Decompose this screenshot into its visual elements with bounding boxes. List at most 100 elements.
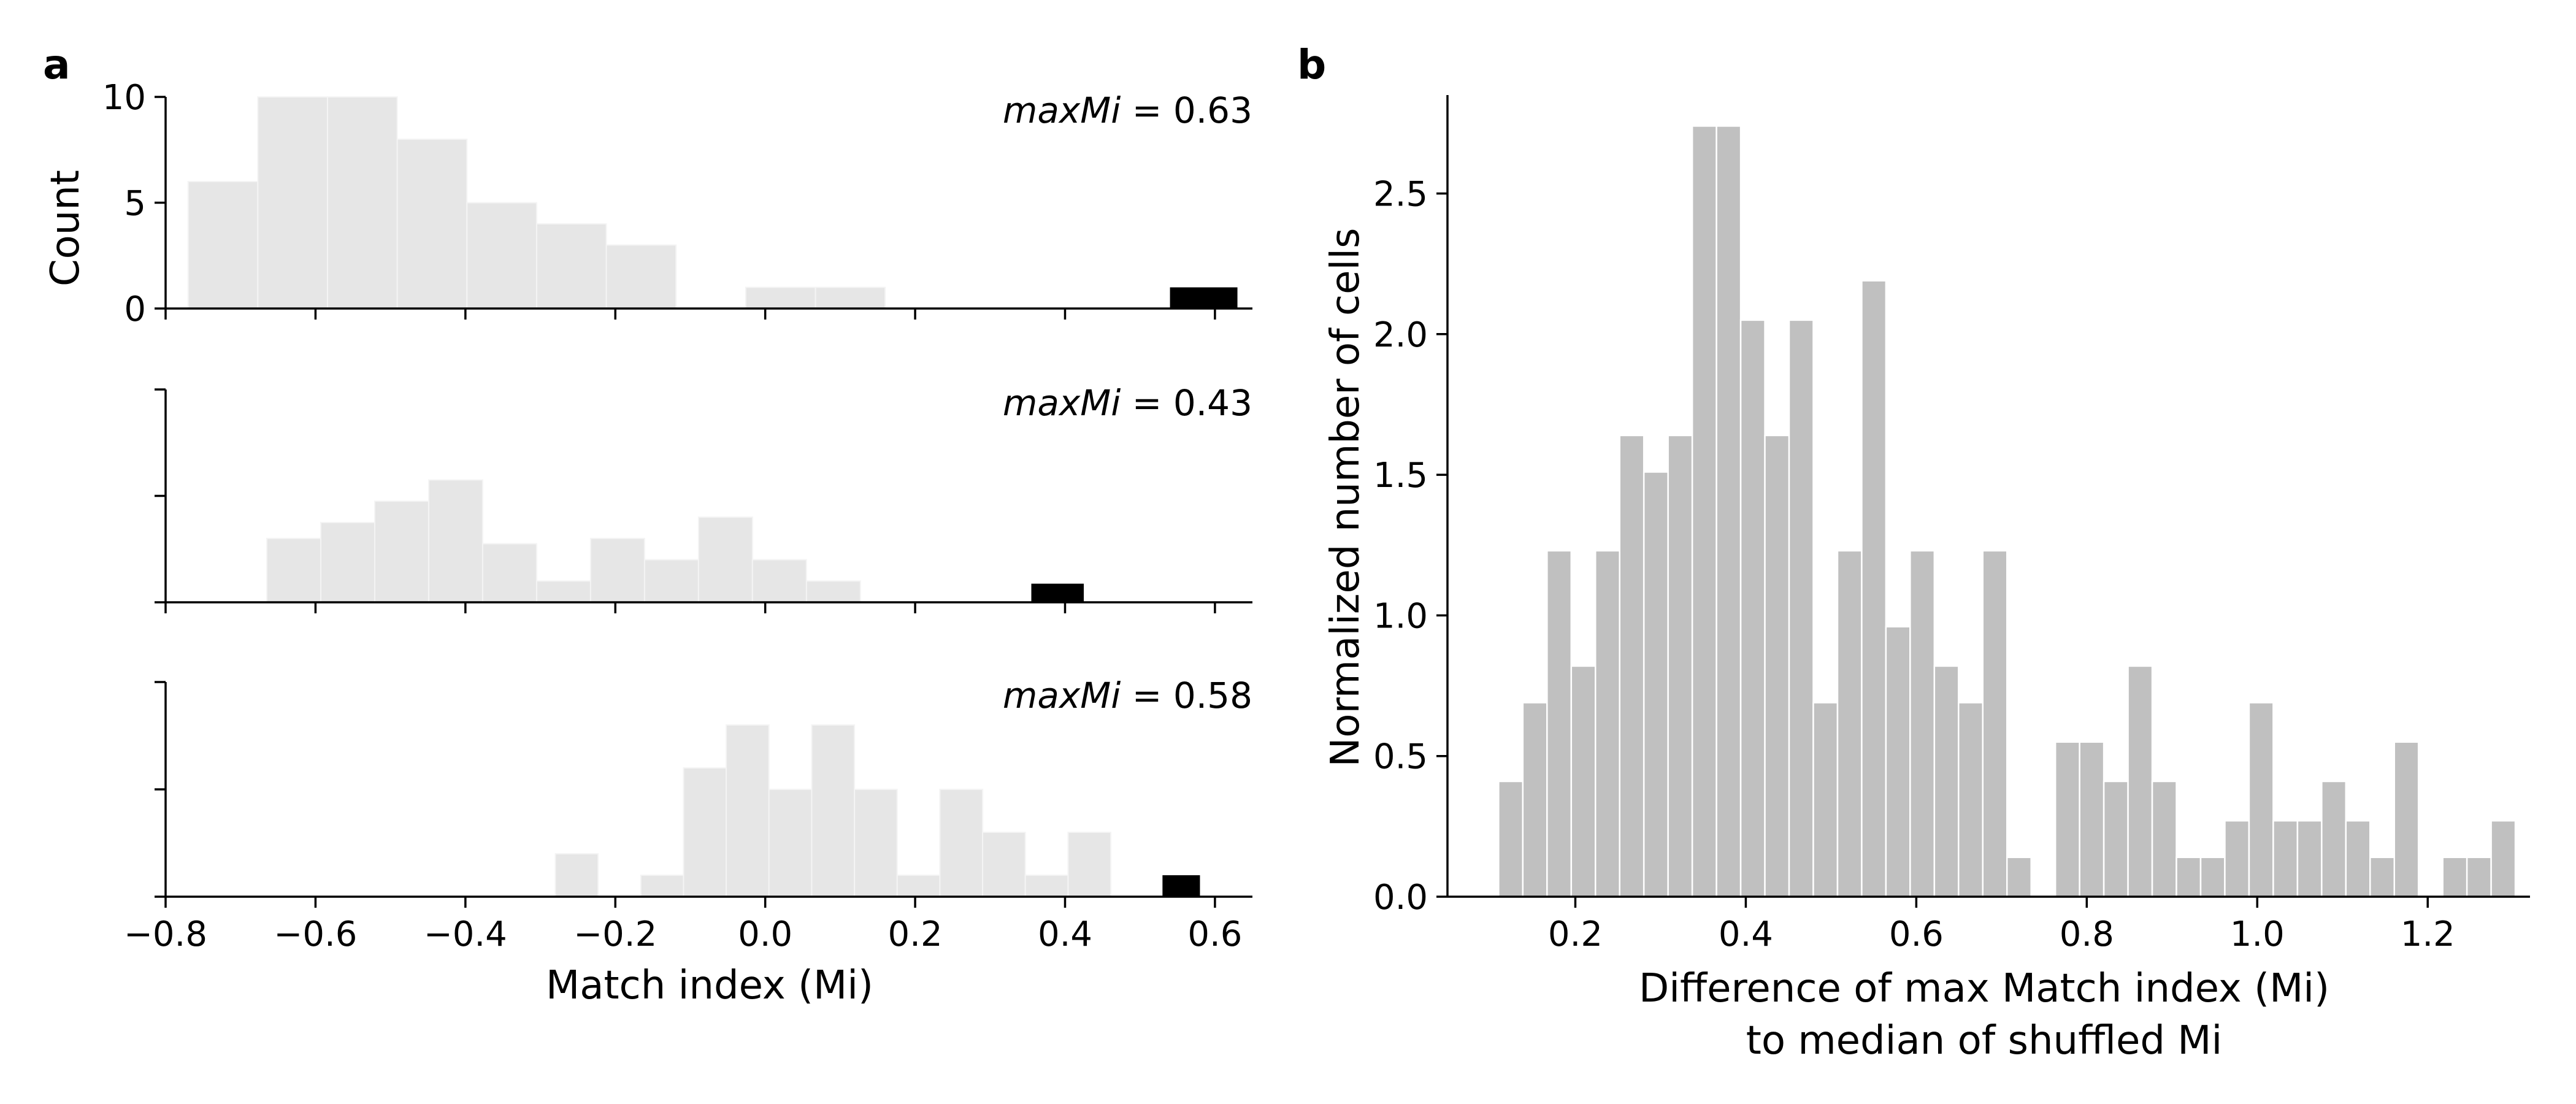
histogram-bar xyxy=(1764,434,1790,898)
subplot-1: 0 5 10 maxMi = 0.63 xyxy=(102,78,1252,329)
x-tick-label: −0.2 xyxy=(573,914,657,954)
y-tick-label: 1.0 xyxy=(1373,596,1428,636)
panel-a-x-axis-label: Match index (Mi) xyxy=(546,963,873,1008)
null-bar xyxy=(697,516,753,604)
histogram-bar xyxy=(1788,319,1814,898)
histogram-bar xyxy=(1667,434,1693,898)
histogram-bar xyxy=(2006,856,2032,898)
max-mi-annotation: maxMi = 0.63 xyxy=(1003,90,1252,131)
histogram-bar xyxy=(1595,550,1620,898)
x-tick-label: 0.6 xyxy=(1889,914,1944,954)
histogram-bar xyxy=(2151,780,2177,898)
histogram-bar xyxy=(1570,665,1597,898)
x-tick-label: −0.8 xyxy=(124,914,207,954)
y-tick-label: 2.0 xyxy=(1373,315,1428,355)
null-bar xyxy=(266,537,321,604)
null-bar xyxy=(320,521,375,603)
histogram-bar xyxy=(1739,319,1766,898)
null-bar xyxy=(982,832,1026,897)
null-bar xyxy=(939,789,984,897)
null-bar xyxy=(811,724,856,897)
null-bar xyxy=(374,500,429,603)
histogram-bar xyxy=(2369,856,2395,898)
null-bar xyxy=(326,96,398,309)
histogram-bar xyxy=(1909,550,1936,898)
panel-b-histogram: 0.0 0.5 1.0 1.5 2.0 2.5 0.2 0.4 0.6 0.8 1.0 1.2 xyxy=(1373,95,2530,954)
null-bar xyxy=(554,853,599,897)
max-mi-symbol: maxMi xyxy=(1003,90,1121,131)
x-tick-label: −0.4 xyxy=(424,914,507,954)
subplot-2: maxMi = 0.43 xyxy=(155,382,1252,613)
max-mi-symbol: maxMi xyxy=(1003,382,1121,424)
max-mi-symbol: maxMi xyxy=(1003,675,1121,716)
histogram-bar xyxy=(1958,702,1984,898)
null-bar xyxy=(815,286,886,309)
observed-max-bar xyxy=(1031,583,1084,602)
histogram-bar xyxy=(1522,702,1548,898)
null-bar xyxy=(1024,875,1069,897)
null-bar xyxy=(257,96,328,309)
histogram-bar xyxy=(1933,665,1960,898)
y-tick-label: 10 xyxy=(102,78,146,118)
histogram-bar xyxy=(2175,856,2202,898)
null-bar xyxy=(768,789,813,897)
null-bar xyxy=(745,286,816,309)
histogram-bar xyxy=(2321,780,2347,898)
panel-b-y-axis-label: Normalized number of cells xyxy=(1323,228,1368,767)
panel-b-x-axis-label-line2: to median of shuffled Mi xyxy=(1746,1018,2223,1064)
max-mi-annotation: maxMi = 0.43 xyxy=(1003,382,1252,424)
histogram-bar xyxy=(2272,819,2299,898)
null-bar xyxy=(805,580,861,603)
subplot-3: −0.8 −0.6 −0.4 −0.2 0.0 0.2 0.4 0.6 maxMi = 0.58 xyxy=(124,675,1252,954)
histogram-bar xyxy=(2490,819,2517,898)
x-tick-label: 0.0 xyxy=(738,914,792,954)
null-bar xyxy=(427,479,483,603)
histogram-bar xyxy=(1715,125,1742,898)
x-tick-label: 1.2 xyxy=(2401,914,2455,954)
observed-max-bar xyxy=(1162,875,1200,897)
x-tick-label: 0.8 xyxy=(2060,914,2114,954)
histogram-bar xyxy=(2079,741,2105,898)
null-bar xyxy=(896,875,941,897)
x-tick-label: 0.4 xyxy=(1038,914,1092,954)
histogram-bar xyxy=(2442,856,2468,898)
panel-a-y-axis-label: Count xyxy=(43,170,88,286)
x-tick-label: 0.2 xyxy=(1548,914,1603,954)
histogram-bar xyxy=(2393,741,2420,898)
histogram-bar xyxy=(2127,665,2153,898)
histogram-bar xyxy=(1812,702,1839,898)
histogram-bar xyxy=(1546,550,1573,898)
null-bar xyxy=(726,724,770,897)
null-bar xyxy=(187,181,259,309)
x-tick-label: −0.6 xyxy=(274,914,357,954)
histogram-bar xyxy=(1643,471,1669,898)
y-tick-label: 1.5 xyxy=(1373,456,1428,496)
null-bar xyxy=(466,202,537,309)
y-tick-label: 0 xyxy=(124,289,146,329)
max-mi-value: = 0.58 xyxy=(1121,675,1252,716)
null-bar xyxy=(643,559,699,603)
histogram-bar xyxy=(1982,550,2008,898)
max-mi-value: = 0.43 xyxy=(1121,382,1252,424)
max-mi-value: = 0.63 xyxy=(1121,90,1252,131)
panel-b-label: b xyxy=(1297,41,1326,88)
x-tick-label: 0.4 xyxy=(1719,914,1773,954)
histogram-bar xyxy=(1836,550,1863,898)
null-bar xyxy=(1067,832,1112,897)
histogram-bar xyxy=(1861,280,1887,898)
null-bar xyxy=(481,543,537,604)
histogram-bar xyxy=(1619,434,1645,898)
null-bar xyxy=(751,559,807,603)
histogram-bar xyxy=(2224,819,2250,898)
histogram-bar xyxy=(2466,856,2492,898)
histogram-bar xyxy=(2054,741,2080,898)
panel-b-x-axis-label: Difference of max Match index (Mi) xyxy=(1639,966,2329,1011)
panel-a-label: a xyxy=(43,41,71,88)
x-tick-label: 0.6 xyxy=(1187,914,1242,954)
null-bar xyxy=(854,789,898,897)
null-bar xyxy=(396,139,468,309)
null-bar xyxy=(589,537,645,604)
x-tick-label: 1.0 xyxy=(2230,914,2285,954)
